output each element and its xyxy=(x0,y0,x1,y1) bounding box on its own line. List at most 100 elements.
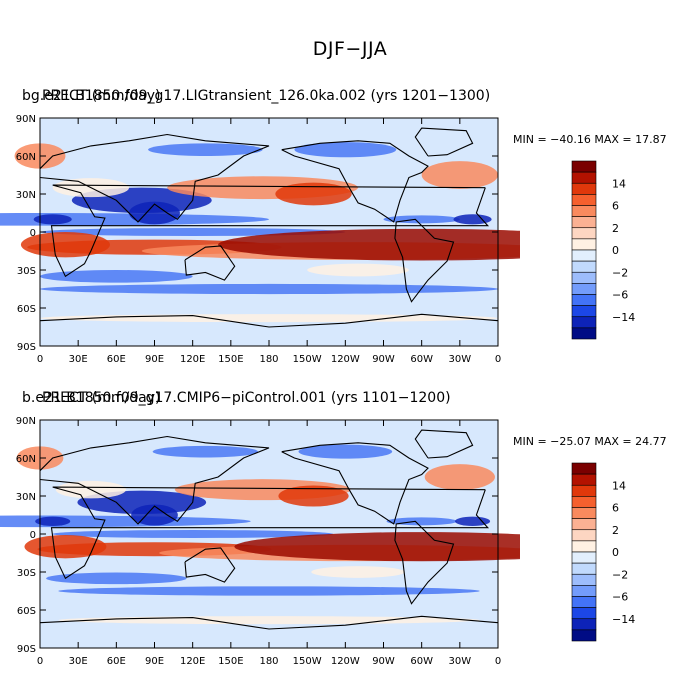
colorbar-swatch xyxy=(571,607,597,620)
colorbar-swatch xyxy=(571,327,597,340)
colorbar-swatch xyxy=(571,271,597,284)
x-tick-label: 180 xyxy=(259,656,278,667)
anomaly-region xyxy=(453,214,492,225)
anomaly-region xyxy=(58,586,480,596)
x-tick-label: 120W xyxy=(331,656,360,667)
colorbar-label: 2 xyxy=(612,222,619,235)
coastlines xyxy=(39,127,499,328)
x-tick-label: 30E xyxy=(69,354,88,365)
anomaly-region xyxy=(52,530,334,538)
colorbar-label: −2 xyxy=(612,568,628,581)
colorbar-label: 6 xyxy=(612,200,619,213)
x-tick-label: 30E xyxy=(69,656,88,667)
anomaly-region xyxy=(152,445,259,458)
colorbar-swatch xyxy=(571,238,597,251)
colorbar-label: −6 xyxy=(612,591,628,604)
colorbar-swatch xyxy=(571,171,597,184)
panel-2-colorbar: 14 6 2 0 −2 −6 −14 xyxy=(571,462,635,642)
anomaly-region xyxy=(20,232,110,258)
anomaly-region xyxy=(298,444,393,459)
x-tick-label: 150W xyxy=(293,354,322,365)
coastline xyxy=(394,520,455,605)
colorbar-swatch xyxy=(571,629,597,642)
coastline xyxy=(39,133,270,223)
coastline xyxy=(184,547,236,583)
coastline xyxy=(39,615,499,630)
coastline xyxy=(39,435,270,525)
x-tick-label: 0 xyxy=(495,656,501,667)
colorbar-swatch xyxy=(571,305,597,318)
x-tick-label: 0 xyxy=(495,354,501,365)
coastline xyxy=(394,218,455,303)
x-tick-label: 180 xyxy=(259,354,278,365)
colorbar-label: −6 xyxy=(612,289,628,302)
coastline xyxy=(414,127,474,157)
colorbar-label: 6 xyxy=(612,502,619,515)
x-tick-label: 150W xyxy=(293,656,322,667)
x-tick-label: 60E xyxy=(107,354,126,365)
x-tick-label: 60W xyxy=(410,656,433,667)
coastline xyxy=(50,486,490,580)
x-tick-label: 0 xyxy=(37,354,43,365)
colorbar-swatch xyxy=(571,473,597,486)
x-tick-label: 90W xyxy=(372,354,395,365)
x-tick-label: 30W xyxy=(449,354,472,365)
y-tick-label: 90N xyxy=(16,114,36,125)
anomaly-region xyxy=(311,566,405,578)
y-tick-label: 60S xyxy=(17,606,36,617)
coastline xyxy=(50,184,490,278)
panel-2-variable-title: PRECT (mm/day) xyxy=(42,390,161,406)
colorbar-swatch xyxy=(571,205,597,217)
y-tick-label: 30S xyxy=(17,568,36,579)
colorbar-label: 2 xyxy=(612,524,619,537)
colorbar-swatch xyxy=(571,283,597,295)
anomaly-region xyxy=(35,516,71,526)
x-tick-label: 120E xyxy=(180,656,205,667)
x-tick-label: 90E xyxy=(145,656,164,667)
anomaly-region xyxy=(131,504,178,526)
y-tick-label: 60N xyxy=(16,454,36,465)
anomaly-region xyxy=(307,263,409,277)
x-tick-label: 0 xyxy=(37,656,43,667)
anomaly-region xyxy=(234,532,520,562)
colorbar-label: −14 xyxy=(612,311,635,324)
colorbar-label: 14 xyxy=(612,479,626,492)
colorbar-label: −2 xyxy=(612,266,628,279)
x-tick-label: 60E xyxy=(107,656,126,667)
colorbar-swatch xyxy=(571,316,597,329)
colorbar-swatch xyxy=(571,484,597,497)
colorbar-label: 14 xyxy=(612,177,626,190)
anomaly-region xyxy=(275,182,352,206)
colorbar-label: 0 xyxy=(612,244,619,257)
anomaly-region xyxy=(294,142,397,158)
colorbar-swatch xyxy=(571,182,597,195)
colorbar-swatch xyxy=(571,618,597,631)
colorbar-swatch xyxy=(571,551,597,564)
colorbar-swatch xyxy=(571,573,597,586)
panel-2-map: 0 30E 60E 90E 120E 150E 180 150W 120W 90W 60W 30W 09… xyxy=(0,416,520,667)
colorbar-swatch xyxy=(571,585,597,597)
figure-title: DJF−JJA xyxy=(312,38,388,60)
y-tick-label: 0 xyxy=(30,228,36,239)
anomaly-region xyxy=(148,143,263,156)
colorbar-swatch xyxy=(571,529,597,542)
anomaly-region xyxy=(454,516,491,526)
panel-1-map: 0 30E 60E 90E 120E 150E 180 150W 120W 90W 60W 30W 09… xyxy=(0,114,520,365)
x-tick-label: 120W xyxy=(331,354,360,365)
y-tick-label: 90S xyxy=(17,342,36,353)
anomaly-region xyxy=(40,270,193,283)
x-tick-label: 90E xyxy=(145,354,164,365)
anomaly-region xyxy=(24,535,107,559)
colorbar-swatch xyxy=(571,294,597,306)
anomaly-region xyxy=(421,161,499,189)
colorbar-swatch xyxy=(571,260,597,273)
y-tick-label: 90N xyxy=(16,416,36,427)
y-tick-label: 30N xyxy=(16,190,36,201)
anomaly-region xyxy=(40,228,346,236)
coastline xyxy=(281,442,429,525)
colorbar-swatch xyxy=(571,496,597,508)
y-tick-label: 60S xyxy=(17,304,36,315)
coastline xyxy=(281,140,429,223)
x-tick-label: 150E xyxy=(218,656,243,667)
y-tick-label: 60N xyxy=(16,152,36,163)
